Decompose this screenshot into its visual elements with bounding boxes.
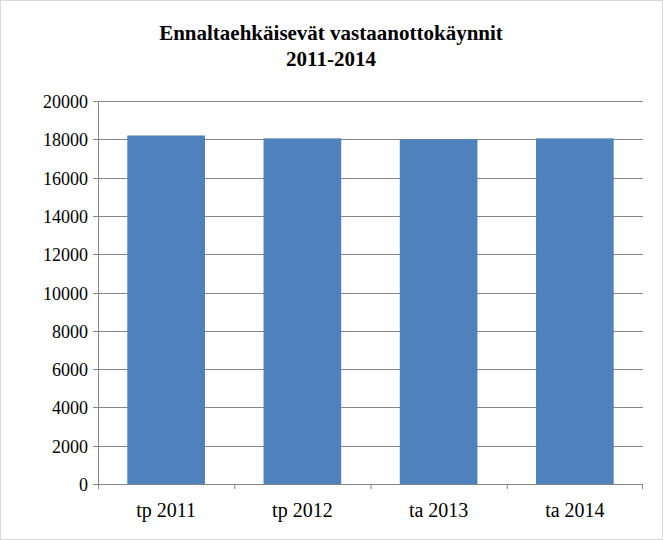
- y-tick: [93, 331, 98, 332]
- y-tick: [93, 216, 98, 217]
- y-axis: [98, 101, 99, 484]
- x-tick: [98, 484, 99, 489]
- y-tick: [93, 101, 98, 102]
- y-tick-label: 10000: [43, 284, 88, 304]
- chart-title: Ennaltaehkäisevät vastaanottokäynnit2011…: [159, 21, 503, 71]
- y-tick-label: 8000: [52, 322, 88, 342]
- y-tick-label: 0: [79, 475, 88, 495]
- y-tick-label: 20000: [43, 92, 88, 112]
- x-tick-label: tp 2012: [272, 499, 333, 522]
- y-tick: [93, 407, 98, 408]
- bar: [536, 138, 614, 484]
- bar: [400, 139, 478, 484]
- y-tick-label: 12000: [43, 245, 88, 265]
- y-tick-label: 14000: [43, 207, 88, 227]
- x-tick-label: ta 2013: [409, 499, 468, 521]
- y-tick-label: 4000: [52, 398, 88, 418]
- grid-line: [98, 101, 643, 102]
- x-tick-label: tp 2011: [136, 499, 196, 522]
- y-tick: [93, 484, 98, 485]
- y-tick-label: 2000: [52, 437, 88, 457]
- chart-svg: Ennaltaehkäisevät vastaanottokäynnit2011…: [0, 0, 663, 540]
- y-tick-label: 6000: [52, 360, 88, 380]
- y-tick-label: 16000: [43, 169, 88, 189]
- x-tick: [371, 484, 372, 489]
- y-tick: [93, 446, 98, 447]
- bar: [127, 135, 205, 484]
- y-tick: [93, 254, 98, 255]
- y-tick-label: 18000: [43, 130, 88, 150]
- x-tick: [507, 484, 508, 489]
- y-tick: [93, 369, 98, 370]
- y-tick: [93, 139, 98, 140]
- chart-container: Ennaltaehkäisevät vastaanottokäynnit2011…: [0, 0, 663, 540]
- y-tick: [93, 293, 98, 294]
- bar: [264, 138, 342, 484]
- bars: [127, 135, 613, 484]
- y-tick: [93, 178, 98, 179]
- x-tick: [642, 484, 643, 489]
- x-tick: [234, 484, 235, 489]
- chart-frame: [1, 1, 663, 540]
- x-tick-label: ta 2014: [545, 499, 604, 521]
